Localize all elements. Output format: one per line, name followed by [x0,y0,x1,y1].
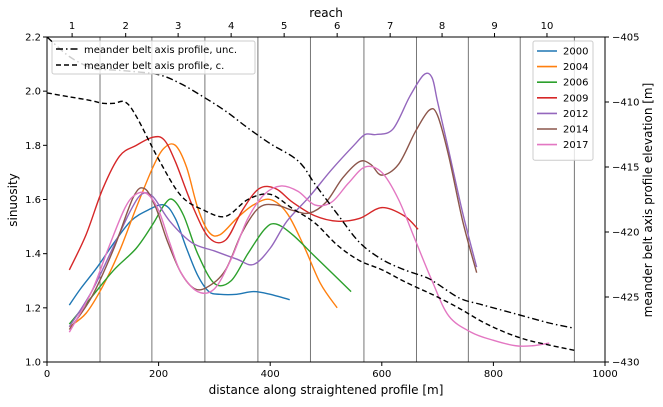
y-tick-label-4: 1.8 [25,141,41,152]
reach-label-5: 5 [281,21,287,32]
x-tick-label-1000: 1000 [592,369,617,380]
legend-label-2017: 2017 [563,140,588,151]
y-tick-label-5: 2.0 [25,87,41,98]
series-line-2009 [68,135,419,271]
y-tick-label-0: 1.0 [25,358,41,369]
y-tick-label-6: 2.2 [25,33,41,44]
reach-label-9: 9 [491,21,497,32]
y2-tick-label-415: −415 [612,163,639,174]
x-tick-label-600: 600 [372,369,391,380]
y-tick-label-1: 1.2 [25,303,41,314]
series-line-2006 [68,198,352,325]
legend-left-frame [51,40,256,75]
y2-tick-label-420: −420 [612,228,639,239]
top-axis-label: reach [309,6,343,20]
x-tick-label-0: 0 [44,369,50,380]
reach-label-6: 6 [334,21,340,32]
y2-tick-label-425: −425 [612,293,639,304]
axes: 0 200 400 600 800 1000 1.0 1.2 1.4 1.6 1.8 2.0 2.2 −4… [25,21,639,380]
x-tick-label-800: 800 [484,369,503,380]
series-lines [68,72,550,347]
x-tick-label-200: 200 [149,369,168,380]
series-line-2017 [68,165,550,347]
reach-label-4: 4 [228,21,234,32]
legend-label-2004: 2004 [563,62,588,73]
legend-left: meander belt axis profile, unc. meander … [51,40,256,75]
legend-label-2000: 2000 [563,47,588,58]
legend-label-2006: 2006 [563,78,588,89]
legend-right-frame [532,40,594,161]
series-line-2012 [68,72,478,328]
y-tick-label-3: 1.6 [25,195,41,206]
reach-label-3: 3 [175,21,181,32]
y2-tick-label-410: −410 [612,98,639,109]
legend-label-2014: 2014 [563,125,588,136]
legend-label-2009: 2009 [563,93,588,104]
y2-tick-label-405: −405 [612,33,639,44]
x-tick-label-400: 400 [261,369,280,380]
legend-right: 2000 2004 2006 2009 2012 2014 2017 [532,40,594,161]
reach-label-8: 8 [439,21,445,32]
y2-axis-label: meander belt axis profile elevation [m] [641,83,655,318]
legend-unc-label: meander belt axis profile, unc. [84,45,237,56]
y-axis-label: sinuosity [6,173,20,227]
x-axis-label: distance along straightened profile [m] [209,383,444,397]
elevation-line-c [46,92,575,351]
legend-c-label: meander belt axis profile, c. [84,61,224,72]
y-tick-label-2: 1.4 [25,249,41,260]
reach-label-2: 2 [122,21,128,32]
reach-label-10: 10 [541,21,554,32]
reach-label-7: 7 [387,21,393,32]
reach-label-1: 1 [69,21,75,32]
legend-label-2012: 2012 [563,109,588,120]
y2-tick-label-430: −430 [612,358,639,369]
